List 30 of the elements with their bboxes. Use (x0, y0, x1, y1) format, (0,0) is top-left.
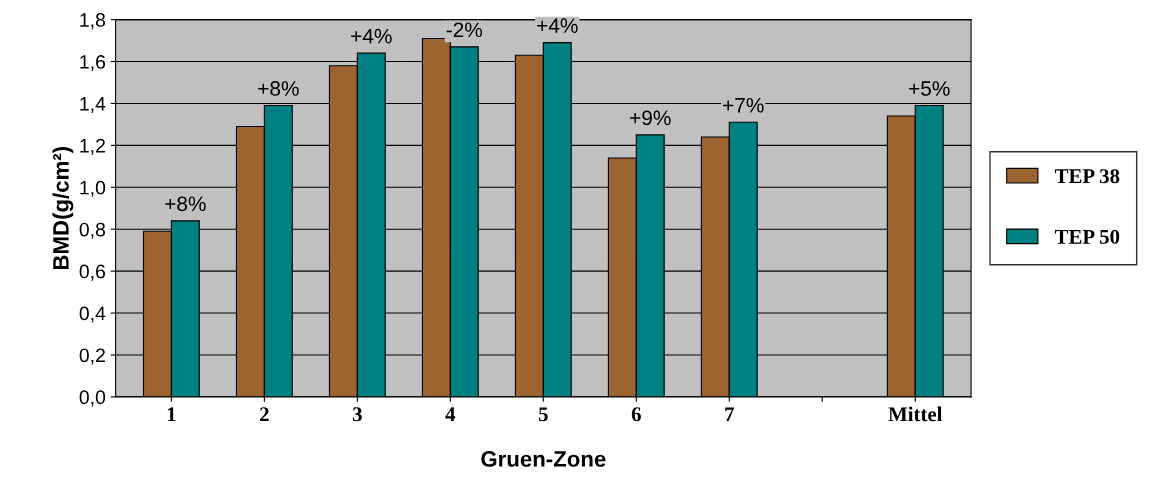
x-tick-label: 3 (352, 407, 362, 422)
x-axis-title: Gruen-Zone (481, 451, 606, 467)
annotation: +8% (165, 196, 206, 212)
legend-label: TEP 38 (1054, 169, 1120, 184)
y-tick-label: 1,0 (80, 180, 106, 197)
y-tick-label: 1,6 (80, 54, 106, 72)
annotation: +9% (630, 110, 671, 126)
annotation: +7% (723, 97, 764, 113)
y-tick-label: 0,2 (79, 348, 105, 365)
x-tick-label: 4 (445, 407, 456, 422)
y-tick-label: 0,4 (79, 306, 106, 323)
y-tick-label: 1,4 (80, 97, 106, 113)
x-tick-label: Mittel (888, 406, 943, 422)
legend-label: TEP 50 (1054, 229, 1120, 244)
y-tick-label: 0,0 (79, 390, 106, 407)
annotation: +4% (351, 28, 392, 44)
y-tick-label: 0,6 (79, 264, 106, 281)
x-tick-label: 6 (631, 407, 641, 422)
y-axis-title: BMD(g/cm²) (52, 147, 74, 270)
y-tick-label: 0,8 (79, 222, 106, 239)
x-tick-label: 2 (260, 407, 269, 422)
annotation: +5% (909, 81, 950, 96)
x-tick-label: 5 (538, 407, 548, 422)
annotation: +8% (258, 81, 299, 96)
annotation: +4% (537, 18, 578, 33)
x-tick-label: 7 (725, 407, 734, 422)
y-tick-label: 1,8 (80, 13, 106, 30)
annotation: -2% (446, 22, 483, 38)
y-tick-label: 1,2 (80, 138, 105, 155)
x-tick-label: 1 (167, 407, 176, 422)
